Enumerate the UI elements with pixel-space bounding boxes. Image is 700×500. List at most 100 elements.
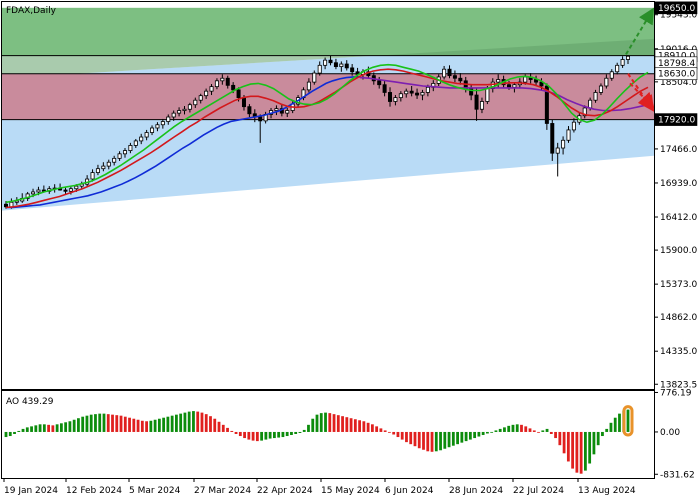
ao-bar <box>98 413 102 432</box>
ao-bar <box>251 431 255 441</box>
ma-purple-line <box>359 76 649 112</box>
candle <box>388 87 393 107</box>
ao-tick-label: -831.62 <box>660 470 695 480</box>
candle-body <box>177 110 182 114</box>
candle-body <box>512 84 517 88</box>
ao-bar <box>332 414 336 432</box>
candle-body <box>344 63 349 69</box>
ao-bar <box>370 424 374 432</box>
ao-bar <box>8 431 12 437</box>
x-tick-label: 27 Mar 2024 <box>194 486 251 496</box>
candle <box>155 122 160 132</box>
price-tag <box>654 1 698 15</box>
candle-body <box>598 85 603 93</box>
candle-body <box>544 85 549 124</box>
ao-bar <box>571 431 575 469</box>
candle-body <box>4 203 9 208</box>
ao-bar <box>132 418 136 432</box>
y-tick-label: 17466.0 <box>660 145 697 155</box>
candle-body <box>231 84 236 91</box>
candle-body <box>550 123 555 154</box>
y-tick-label: 14335.0 <box>660 347 697 357</box>
candle-body <box>160 121 165 126</box>
candle <box>458 73 463 85</box>
candle <box>209 84 214 96</box>
candle-body <box>171 112 176 118</box>
price-frame <box>1 1 655 390</box>
candle-body <box>496 79 501 83</box>
candle-body <box>150 127 155 133</box>
candle <box>160 118 165 129</box>
ao-tick-label: 0.00 <box>660 428 680 438</box>
candle-body <box>452 75 457 79</box>
candle <box>598 83 603 96</box>
candle-body <box>95 168 100 173</box>
ao-bar <box>85 415 89 432</box>
candle-body <box>409 90 414 94</box>
candle <box>571 118 576 133</box>
candle-body <box>377 80 382 86</box>
candle-body <box>182 108 187 111</box>
candle <box>225 75 230 89</box>
candle-body <box>333 62 338 68</box>
x-tick-label: 15 May 2024 <box>321 486 380 496</box>
ao-bar <box>17 430 21 432</box>
ao-bar <box>119 415 123 432</box>
candle-body <box>626 55 631 60</box>
ao-bar <box>94 414 97 432</box>
candle-body <box>420 92 425 96</box>
x-tick-label: 5 Mar 2024 <box>129 486 181 496</box>
ao-bar <box>136 419 140 432</box>
candle <box>128 142 133 154</box>
ao-bar <box>443 431 447 449</box>
ao-bar <box>55 424 59 432</box>
candle <box>474 88 479 121</box>
ao-bar <box>583 431 587 471</box>
candle-body <box>258 116 263 122</box>
ao-bar <box>400 431 404 440</box>
candle <box>177 107 182 117</box>
ao-plot <box>4 405 634 474</box>
candle <box>247 104 252 118</box>
ao-bar <box>507 425 511 432</box>
ao-bar <box>439 431 442 451</box>
ao-bar <box>30 426 33 432</box>
ao-bar <box>618 413 621 432</box>
candle-body <box>220 77 225 82</box>
ao-bar <box>298 431 302 433</box>
ao-bar <box>230 430 234 432</box>
candle-body <box>507 84 512 88</box>
candle-body <box>204 90 209 97</box>
ao-bar <box>358 420 362 432</box>
ao-bar <box>290 431 293 436</box>
ao-bar <box>68 421 72 432</box>
candle-body <box>306 81 311 91</box>
candle-body <box>112 157 117 163</box>
ma-slow-line <box>6 76 360 209</box>
ao-bar <box>72 419 76 432</box>
candle-body <box>382 84 387 93</box>
candle-body <box>339 63 344 68</box>
ao-bar <box>260 431 264 441</box>
ao-bar <box>281 431 285 438</box>
ao-bar <box>115 415 119 432</box>
candle-body <box>285 110 290 114</box>
candle-body <box>615 64 620 73</box>
ao-bar <box>102 413 106 432</box>
candle-body <box>442 68 447 78</box>
ao-bar <box>51 425 55 432</box>
candle-body <box>388 92 393 102</box>
ao-bar <box>294 431 298 434</box>
candle-body <box>193 99 198 106</box>
x-tick-label: 22 Apr 2024 <box>257 486 313 496</box>
candle-body <box>90 172 95 180</box>
price-tag-label: 18630.0 <box>658 70 695 80</box>
ao-bar <box>13 431 16 434</box>
y-tick-label: 16939.0 <box>660 179 697 189</box>
ao-bar <box>486 431 489 434</box>
ao-bar <box>255 431 259 442</box>
ao-bar <box>21 428 25 432</box>
ao-bar <box>601 431 604 437</box>
ao-bar <box>541 430 545 432</box>
